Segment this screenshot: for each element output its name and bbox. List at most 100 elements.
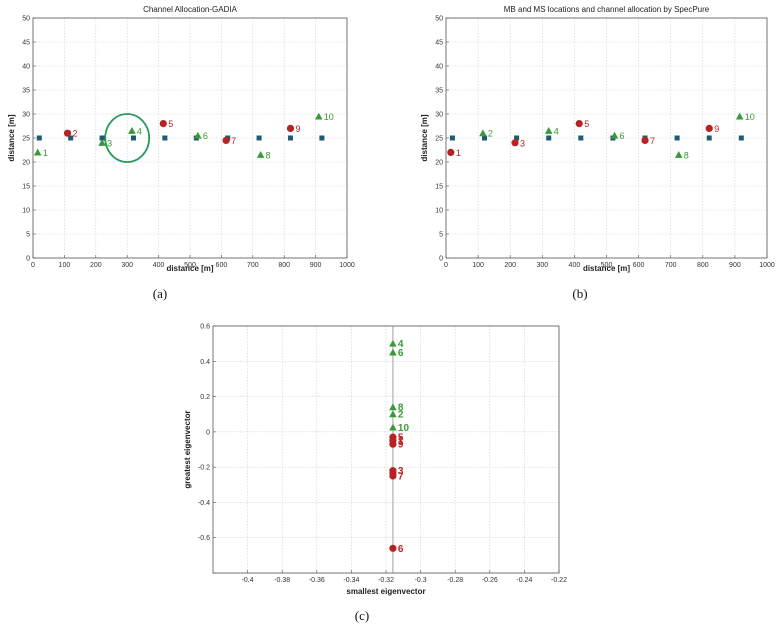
y-tick-label: 15 bbox=[435, 184, 443, 191]
ms-marker-circle bbox=[389, 472, 397, 480]
ms-marker-circle bbox=[63, 129, 72, 137]
y-axis-label: distance [m] bbox=[7, 114, 16, 161]
base-station-marker bbox=[706, 135, 712, 141]
base-station-marker bbox=[578, 135, 584, 141]
x-tick-label: 400 bbox=[153, 262, 165, 269]
y-tick-label: 20 bbox=[435, 160, 443, 167]
y-tick-label: 5 bbox=[26, 232, 30, 239]
x-tick-label: 100 bbox=[472, 262, 484, 269]
x-axis-label: distance [m] bbox=[583, 264, 630, 273]
ms-label: 3 bbox=[398, 466, 404, 477]
y-tick-label: 40 bbox=[22, 64, 30, 71]
x-tick-label: -0.24 bbox=[516, 577, 532, 584]
ms-label: 4 bbox=[554, 126, 559, 136]
y-tick-label: 5 bbox=[439, 232, 443, 239]
highlight-ellipse bbox=[104, 113, 151, 163]
base-station-marker bbox=[99, 135, 105, 141]
x-tick-label: 400 bbox=[569, 262, 581, 269]
y-tick-label: 40 bbox=[435, 64, 443, 71]
ms-marker-circle bbox=[389, 544, 397, 552]
x-tick-label: 200 bbox=[90, 262, 102, 269]
ms-label: 4 bbox=[137, 126, 142, 136]
ms-label: 8 bbox=[398, 403, 404, 414]
x-tick-label: 1000 bbox=[339, 262, 355, 269]
y-axis-label: distance [m] bbox=[420, 114, 429, 161]
ms-label: 1 bbox=[43, 148, 48, 158]
ms-label: 4 bbox=[398, 339, 404, 350]
x-tick-label: -0.26 bbox=[482, 577, 498, 584]
ms-label: 3 bbox=[520, 138, 525, 148]
ms-label: 9 bbox=[398, 440, 404, 451]
base-station-marker bbox=[36, 135, 42, 141]
ms-marker-triangle bbox=[389, 348, 397, 356]
ms-label: 5 bbox=[168, 119, 173, 129]
base-station-marker bbox=[162, 135, 168, 141]
ms-marker-circle bbox=[705, 124, 713, 132]
ms-label: 9 bbox=[714, 124, 719, 134]
y-tick-label: 30 bbox=[435, 112, 443, 119]
y-tick-label: 10 bbox=[435, 208, 443, 215]
ms-marker-triangle bbox=[33, 148, 42, 156]
ms-marker-triangle bbox=[256, 151, 265, 158]
base-station-marker bbox=[738, 135, 744, 141]
ms-label: 3 bbox=[107, 138, 112, 148]
ms-label: 1 bbox=[398, 436, 404, 447]
ms-label: 7 bbox=[398, 471, 404, 482]
y-tick-label: -0.2 bbox=[198, 465, 210, 472]
x-tick-label: 0 bbox=[444, 262, 448, 269]
y-tick-label: 10 bbox=[22, 208, 30, 215]
ms-label: 8 bbox=[684, 150, 689, 160]
x-axis-label: distance [m] bbox=[166, 264, 213, 273]
x-tick-label: 800 bbox=[697, 262, 709, 269]
base-station-marker bbox=[546, 135, 552, 141]
ms-marker-circle bbox=[222, 136, 230, 144]
x-tick-label: -0.28 bbox=[447, 577, 463, 584]
x-tick-label: 500 bbox=[184, 262, 196, 269]
x-tick-label: 100 bbox=[59, 262, 71, 269]
ms-label: 2 bbox=[398, 410, 404, 421]
ms-marker-triangle bbox=[735, 112, 744, 120]
ms-marker-circle bbox=[447, 148, 455, 156]
ms-marker-circle bbox=[575, 120, 583, 128]
ms-marker-triangle bbox=[674, 151, 683, 158]
y-tick-label: -0.4 bbox=[198, 500, 210, 507]
chart-title: Channel Allocation-GADIA bbox=[143, 5, 237, 14]
y-tick-label: 45 bbox=[435, 40, 443, 47]
ms-marker-circle bbox=[389, 440, 397, 448]
ms-label: 7 bbox=[650, 136, 655, 146]
y-tick-label: 0 bbox=[206, 429, 210, 436]
base-station-marker bbox=[514, 135, 520, 141]
ms-label: 9 bbox=[295, 124, 300, 134]
ms-marker-circle bbox=[641, 136, 649, 144]
base-station-marker bbox=[287, 135, 293, 141]
ms-marker-triangle bbox=[128, 127, 136, 134]
y-tick-label: -0.6 bbox=[198, 535, 210, 542]
ms-marker-triangle bbox=[479, 129, 487, 137]
y-tick-label: 35 bbox=[22, 88, 30, 95]
y-tick-label: 0.6 bbox=[200, 324, 210, 331]
ms-label: 2 bbox=[73, 129, 78, 139]
ms-marker-circle bbox=[286, 124, 295, 132]
x-tick-label: 200 bbox=[504, 262, 516, 269]
y-tick-label: 0.4 bbox=[200, 359, 210, 366]
x-tick-label: 700 bbox=[247, 262, 259, 269]
y-axis-label: greatest eigenvector bbox=[183, 410, 192, 488]
base-station-marker bbox=[319, 135, 325, 141]
x-axis-label: smallest eigenvector bbox=[346, 587, 425, 596]
ms-marker-triangle bbox=[389, 423, 397, 431]
x-tick-label: 900 bbox=[310, 262, 322, 269]
ms-label: 10 bbox=[745, 112, 755, 122]
ms-marker-triangle bbox=[389, 339, 397, 347]
y-tick-label: 35 bbox=[435, 88, 443, 95]
ms-label: 6 bbox=[620, 131, 625, 141]
ms-label: 2 bbox=[488, 129, 493, 139]
y-tick-label: 0.2 bbox=[200, 394, 210, 401]
base-station-marker bbox=[674, 135, 680, 141]
ms-marker-triangle bbox=[314, 112, 323, 120]
x-tick-label: -0.4 bbox=[242, 577, 254, 584]
y-tick-label: 30 bbox=[22, 112, 30, 119]
base-station-marker bbox=[68, 135, 74, 141]
ms-label: 8 bbox=[266, 150, 271, 160]
ms-marker-triangle bbox=[389, 403, 397, 411]
